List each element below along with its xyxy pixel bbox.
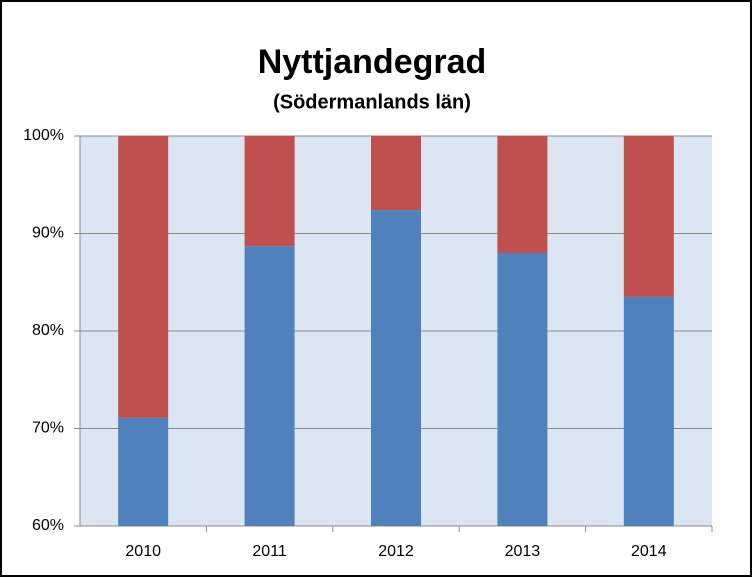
bar-segment	[623, 136, 674, 297]
y-tick-label: 90%	[32, 225, 64, 242]
x-tick-label: 2013	[505, 543, 541, 560]
y-tick-label: 60%	[32, 517, 64, 534]
y-tick-label: 80%	[32, 322, 64, 339]
x-tick-label: 2014	[631, 543, 667, 560]
bar-segment	[497, 253, 548, 526]
bar-segment	[118, 417, 169, 526]
bar-segment	[497, 136, 548, 253]
x-tick-label: 2010	[125, 543, 161, 560]
bar-segment	[623, 296, 674, 526]
bar-segment	[118, 136, 169, 418]
y-tick-label: 100%	[23, 127, 64, 144]
chart-subtitle: (Södermanlands län)	[273, 91, 471, 113]
bar-segment	[244, 136, 295, 247]
y-tick-label: 70%	[32, 420, 64, 437]
x-tick-label: 2011	[252, 543, 287, 560]
chart-title: Nyttjandegrad	[258, 43, 487, 81]
bar-segment	[371, 136, 421, 211]
bar-segment	[244, 246, 295, 527]
bar-segment	[371, 210, 421, 526]
x-tick-label: 2012	[378, 543, 414, 560]
